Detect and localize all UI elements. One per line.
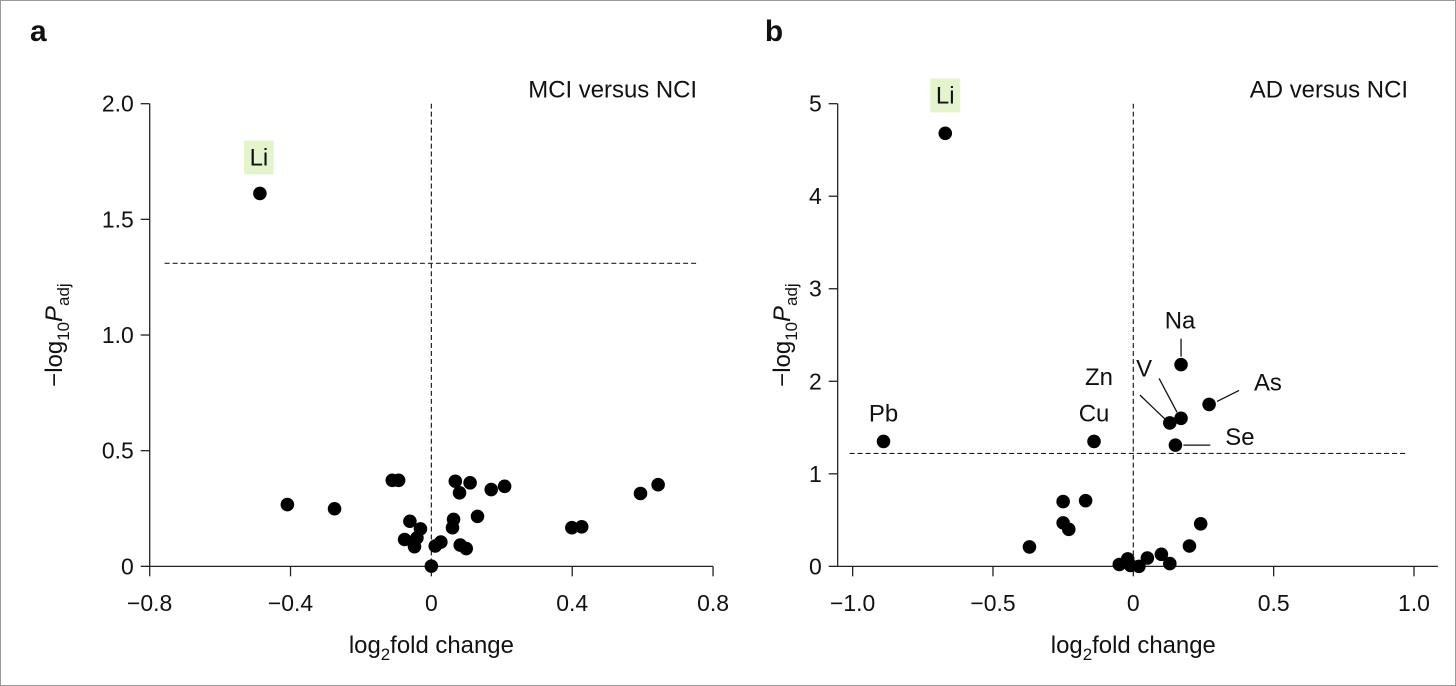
leader-line bbox=[1216, 389, 1240, 403]
y-tick-label: 4 bbox=[809, 183, 822, 209]
panel-title: MCI versus NCI bbox=[528, 77, 697, 104]
x-tick-label: −0.4 bbox=[268, 590, 314, 616]
data-point bbox=[463, 476, 477, 490]
leader-line bbox=[1158, 378, 1178, 413]
x-axis-label: log2fold change bbox=[1051, 632, 1216, 664]
point-label-as: As bbox=[1254, 369, 1282, 396]
data-point bbox=[1140, 551, 1155, 565]
y-label-sub10: 10 bbox=[54, 322, 73, 341]
x-label-rest: fold change bbox=[1092, 632, 1216, 659]
x-tick-label: 0.8 bbox=[697, 590, 729, 616]
x-tick-label: −0.5 bbox=[970, 590, 1015, 616]
y-label-log: −log bbox=[41, 341, 68, 387]
panel-title: AD versus NCI bbox=[1250, 77, 1408, 104]
data-point bbox=[459, 541, 474, 556]
point-label-v: V bbox=[1136, 355, 1152, 382]
data-point bbox=[1022, 540, 1037, 554]
y-tick-label: 1.5 bbox=[102, 206, 134, 232]
y-tick-label: 0 bbox=[809, 553, 822, 579]
x-tick-label: 0.5 bbox=[1258, 590, 1290, 616]
y-label-p: P bbox=[41, 306, 68, 322]
data-point bbox=[434, 535, 448, 549]
x-tick-label: 1.0 bbox=[1398, 590, 1430, 616]
data-point bbox=[424, 559, 439, 573]
data-point bbox=[633, 486, 648, 501]
data-point bbox=[1174, 411, 1188, 426]
x-tick-label: 0 bbox=[425, 590, 438, 616]
point-label-na: Na bbox=[1165, 308, 1196, 335]
x-label-sub: 2 bbox=[1083, 645, 1092, 664]
data-point bbox=[651, 477, 665, 492]
x-label-rest: fold change bbox=[390, 632, 514, 659]
y-axis-label: −log10Padj bbox=[41, 283, 73, 386]
y-tick-label: 1.0 bbox=[102, 322, 134, 348]
y-tick-label: 2.0 bbox=[102, 91, 134, 117]
data-point bbox=[1087, 434, 1101, 449]
point-label-pb: Pb bbox=[869, 400, 898, 427]
data-point bbox=[403, 514, 417, 529]
y-label-subadj: adj bbox=[54, 283, 73, 306]
x-label-log: log bbox=[1051, 632, 1083, 659]
y-tick-label: 3 bbox=[809, 276, 822, 302]
data-point bbox=[497, 479, 512, 494]
data-point bbox=[1123, 558, 1138, 573]
panel-a: a MCI versus NCI 0 0.5 1.0 1.5 2.0 −0.8 −0.4 0 0.4… bbox=[30, 15, 729, 664]
data-point bbox=[1061, 522, 1076, 537]
data-point bbox=[565, 520, 579, 535]
data-point bbox=[938, 126, 953, 141]
y-label-sub10: 10 bbox=[782, 322, 801, 341]
y-tick-label: 0 bbox=[121, 553, 134, 579]
x-tick-label: 0.4 bbox=[556, 590, 588, 616]
data-point bbox=[484, 482, 499, 497]
point-label-li: Li bbox=[250, 145, 269, 172]
x-tick-label: 0 bbox=[1127, 590, 1140, 616]
y-label-log: −log bbox=[769, 341, 796, 387]
highlight-box bbox=[243, 140, 274, 175]
point-label-se: Se bbox=[1225, 424, 1254, 451]
data-point bbox=[1168, 438, 1183, 452]
x-label-sub: 2 bbox=[381, 645, 390, 664]
data-point bbox=[1163, 416, 1177, 430]
data-point bbox=[253, 186, 267, 201]
data-point bbox=[445, 520, 460, 535]
x-label-log: log bbox=[349, 632, 381, 659]
x-axis-label: log2fold change bbox=[349, 632, 514, 664]
data-point bbox=[1174, 357, 1188, 372]
point-label-cu: Cu bbox=[1079, 400, 1110, 427]
y-tick-label: 0.5 bbox=[102, 438, 134, 464]
data-point bbox=[391, 473, 406, 488]
data-point bbox=[1163, 556, 1177, 571]
data-point bbox=[1154, 547, 1169, 562]
y-tick-label: 5 bbox=[809, 91, 822, 117]
data-point bbox=[1202, 397, 1216, 412]
data-point bbox=[1078, 493, 1093, 508]
data-point bbox=[407, 539, 422, 554]
point-label-zn: Zn bbox=[1085, 364, 1113, 391]
y-label-subadj: adj bbox=[782, 283, 801, 306]
highlight-box bbox=[930, 78, 961, 113]
point-label-li: Li bbox=[936, 82, 955, 109]
data-point bbox=[280, 497, 295, 512]
y-tick-label: 2 bbox=[809, 368, 822, 394]
data-point bbox=[574, 520, 589, 534]
data-point bbox=[397, 532, 412, 547]
data-point bbox=[876, 434, 891, 449]
y-label-p: P bbox=[769, 306, 796, 322]
y-axis-label: −log10Padj bbox=[769, 283, 801, 386]
y-tick-label: 1 bbox=[809, 461, 822, 487]
x-tick-label: −0.8 bbox=[127, 590, 172, 616]
panel-letter: b bbox=[765, 15, 783, 48]
data-point bbox=[470, 509, 485, 524]
data-point bbox=[1193, 517, 1208, 531]
leader-line bbox=[1139, 394, 1166, 420]
x-tick-label: −1.0 bbox=[830, 590, 875, 616]
data-point bbox=[327, 501, 342, 516]
data-point bbox=[1056, 494, 1070, 509]
data-point bbox=[1182, 539, 1197, 553]
panel-letter: a bbox=[30, 15, 47, 48]
data-point bbox=[448, 474, 463, 489]
data-point bbox=[452, 486, 467, 500]
